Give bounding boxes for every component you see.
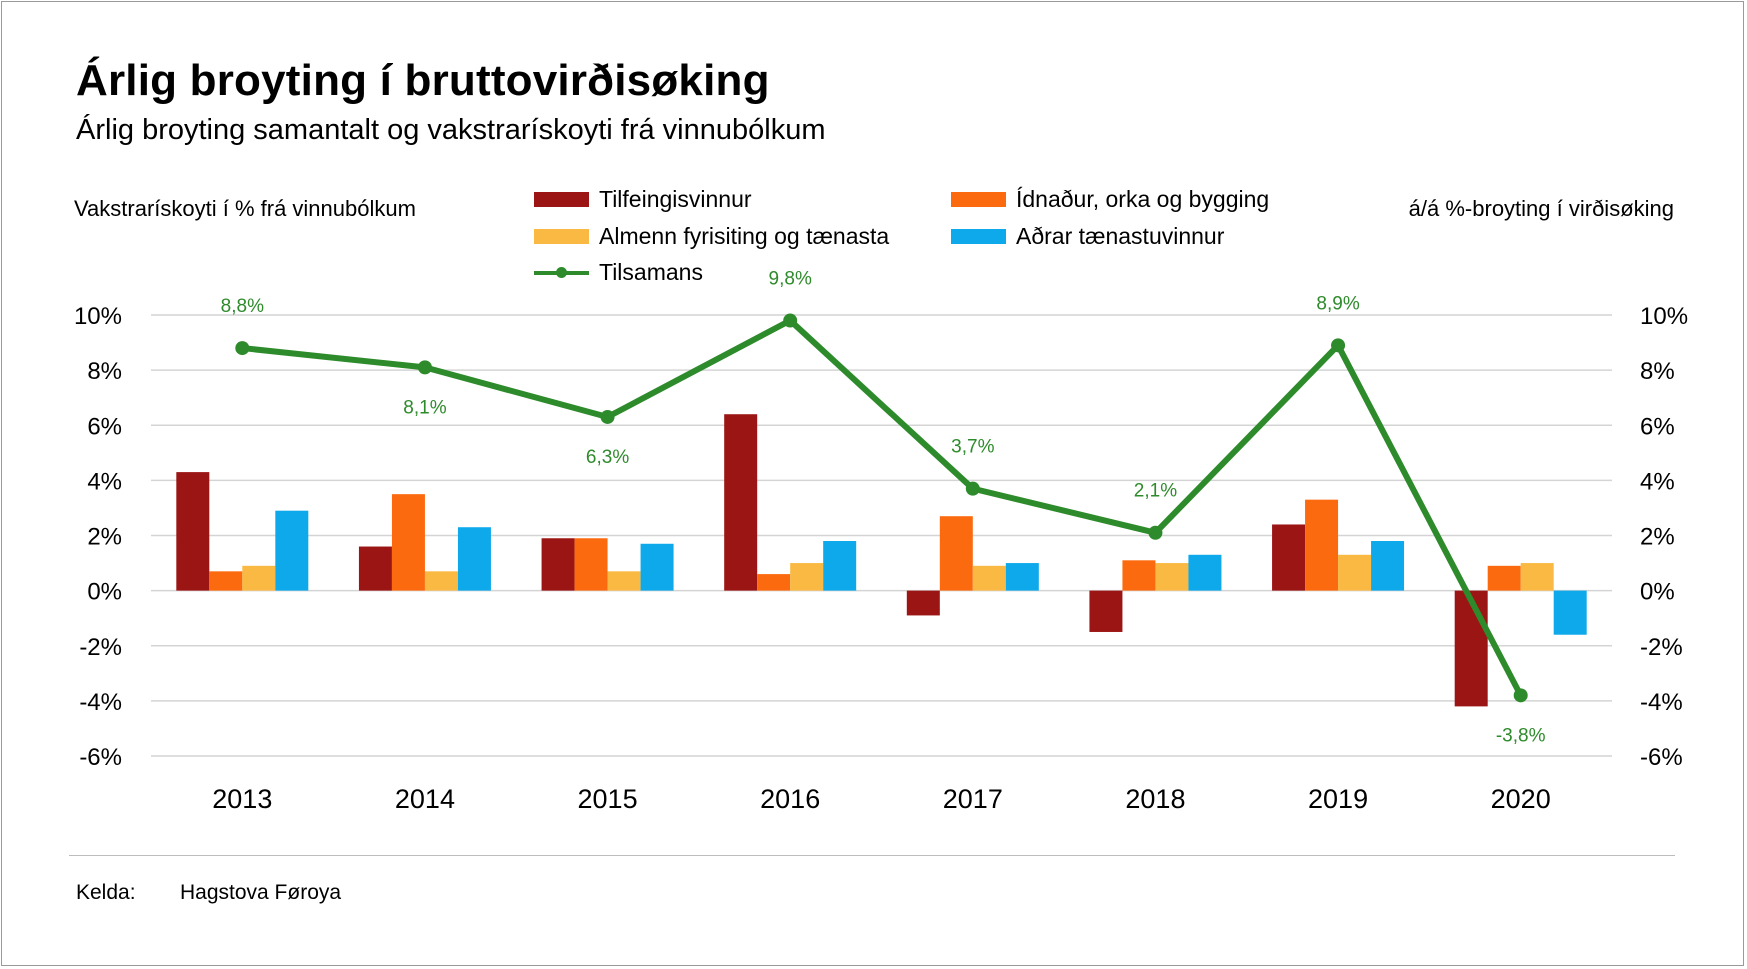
legend-label: Almenn fyrisiting og tænasta [599, 223, 890, 249]
y-tick-label-right: -6% [1640, 744, 1683, 771]
legend-label: Tilfeingisvinnur [599, 186, 752, 212]
legend-swatch-almenn [534, 229, 589, 244]
bar-almenn-2020 [1520, 563, 1554, 591]
bar-almenn-2017 [972, 565, 1006, 591]
y-tick-label-right: 8% [1640, 358, 1675, 385]
bar-tilfeingisvinnur-2015 [541, 538, 575, 591]
y-tick-label-left: -6% [79, 744, 122, 771]
left-axis-caption: Vakstrarískoyti í % frá vinnubólkum [74, 196, 416, 221]
source-label: Kelda: [76, 881, 136, 904]
bar-idnadur-2015 [574, 538, 608, 591]
data-label-tilsamans: 3,7% [951, 437, 994, 458]
legend-swatch-adrar [951, 229, 1006, 244]
chart-title: Árlig broyting í bruttovirðisøking [76, 56, 770, 105]
bar-adrar-2020 [1553, 590, 1587, 635]
bar-tilfeingisvinnur-2014 [358, 546, 392, 591]
bar-tilfeingisvinnur-2013 [176, 472, 210, 591]
point-tilsamans-2015 [600, 409, 615, 424]
y-tick-label-right: 4% [1640, 468, 1675, 495]
bar-almenn-2013 [242, 565, 276, 591]
x-tick-label: 2014 [395, 784, 455, 814]
point-tilsamans-2018 [1148, 525, 1163, 540]
data-label-tilsamans: 8,1% [403, 397, 446, 418]
right-axis-caption: á/á %-broyting í virðisøking [1408, 196, 1674, 221]
bar-tilfeingisvinnur-2020 [1454, 590, 1488, 707]
bar-adrar-2016 [823, 541, 857, 591]
y-tick-label-left: 6% [87, 413, 122, 440]
point-tilsamans-2014 [417, 360, 432, 375]
x-tick-label: 2018 [1125, 784, 1185, 814]
bar-almenn-2016 [790, 563, 824, 591]
legend-item-tilsamans: Tilsamans [534, 259, 703, 286]
y-tick-label-left: 2% [87, 524, 122, 551]
legend-label: Tilsamans [599, 259, 703, 285]
x-tick-label: 2016 [760, 784, 820, 814]
legend-swatch-idnadur [951, 192, 1006, 207]
point-tilsamans-2016 [783, 313, 798, 328]
y-tick-label-right: 10% [1640, 303, 1688, 330]
point-tilsamans-2017 [965, 481, 980, 496]
footer-divider [69, 855, 1675, 856]
bar-idnadur-2013 [209, 571, 243, 591]
bar-adrar-2017 [1005, 563, 1039, 591]
bar-idnadur-2014 [391, 494, 425, 591]
y-tick-label-right: -2% [1640, 634, 1683, 661]
y-tick-label-left: 4% [87, 468, 122, 495]
bar-adrar-2019 [1371, 541, 1405, 591]
y-tick-label-left: 10% [74, 303, 122, 330]
legend-label: Ídnaður, orka og bygging [1016, 186, 1270, 212]
bar-tilfeingisvinnur-2019 [1272, 524, 1306, 591]
bar-adrar-2014 [457, 527, 491, 591]
source-value: Hagstova Føroya [180, 881, 342, 904]
data-label-tilsamans: 8,8% [221, 296, 264, 317]
x-tick-label: 2017 [943, 784, 1003, 814]
y-tick-label-left: -2% [79, 634, 122, 661]
bar-adrar-2018 [1188, 554, 1222, 591]
y-tick-label-right: -4% [1640, 689, 1683, 716]
bar-tilfeingisvinnur-2016 [724, 414, 758, 591]
chart-subtitle: Árlig broyting samantalt og vakstrarísko… [76, 114, 826, 146]
bar-idnadur-2018 [1122, 560, 1156, 591]
bar-almenn-2015 [607, 571, 641, 591]
x-tick-label: 2013 [212, 784, 272, 814]
y-tick-label-left: 0% [87, 579, 122, 606]
y-tick-label-right: 0% [1640, 579, 1675, 606]
legend-item-almenn: Almenn fyrisiting og tænasta [534, 223, 889, 250]
legend-label: Aðrar tænastuvinnur [1016, 223, 1225, 249]
legend-swatch-tilfeingisvinnur [534, 192, 589, 207]
data-label-tilsamans: 9,8% [769, 269, 812, 290]
bar-idnadur-2020 [1487, 565, 1521, 591]
legend-item-tilfeingisvinnur: Tilfeingisvinnur [534, 186, 752, 213]
line-tilsamans [241, 317, 1524, 697]
bar-almenn-2014 [424, 571, 458, 591]
legend-swatch-tilsamans [534, 265, 589, 280]
bar-almenn-2019 [1338, 554, 1372, 591]
y-tick-label-right: 2% [1640, 524, 1675, 551]
bar-tilfeingisvinnur-2017 [906, 590, 940, 616]
bar-almenn-2018 [1155, 563, 1189, 591]
legend-item-idnadur: Ídnaður, orka og bygging [951, 186, 1269, 213]
data-label-tilsamans: 2,1% [1134, 481, 1177, 502]
x-tick-label: 2019 [1308, 784, 1368, 814]
point-tilsamans-2019 [1331, 338, 1346, 353]
bar-tilfeingisvinnur-2018 [1089, 590, 1123, 632]
bar-adrar-2013 [275, 510, 309, 591]
point-tilsamans-2013 [235, 341, 250, 356]
data-label-tilsamans: -3,8% [1496, 725, 1546, 746]
bar-idnadur-2016 [757, 574, 791, 591]
x-tick-label: 2020 [1491, 784, 1551, 814]
y-tick-label-left: -4% [79, 689, 122, 716]
point-tilsamans-2020 [1513, 688, 1528, 703]
bar-idnadur-2017 [939, 516, 973, 591]
y-tick-label-left: 8% [87, 358, 122, 385]
bar-adrar-2015 [640, 543, 674, 591]
y-tick-label-right: 6% [1640, 413, 1675, 440]
x-tick-label: 2015 [578, 784, 638, 814]
data-label-tilsamans: 6,3% [586, 447, 629, 468]
data-label-tilsamans: 8,9% [1316, 293, 1359, 314]
bar-idnadur-2019 [1305, 499, 1339, 591]
legend-item-adrar: Aðrar tænastuvinnur [951, 223, 1224, 250]
